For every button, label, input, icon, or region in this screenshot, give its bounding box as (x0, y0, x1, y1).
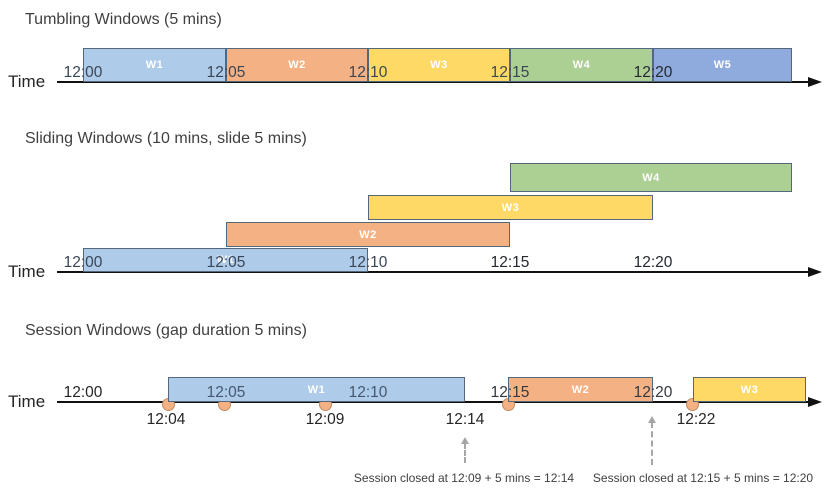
axis-tick-label: 12:05 (206, 384, 246, 401)
axis-tick-label: 12:00 (63, 64, 103, 81)
window-bar-label: W2 (571, 383, 590, 396)
axis-tick-label: 12:20 (633, 64, 673, 81)
event-time-label: 12:04 (146, 411, 186, 428)
window-bar-label: W2 (288, 59, 306, 71)
axis-arrow-right-icon (808, 397, 822, 407)
axis-tick-label: 12:10 (348, 384, 388, 401)
axis-tick-label: 12:15 (490, 64, 530, 81)
window-bar-label: W5 (713, 59, 732, 71)
session-close-annotation: Session closed at 12:15 + 5 mins = 12:20 (592, 471, 814, 485)
arrow-up-icon (461, 437, 469, 444)
time-axis-line (57, 271, 808, 273)
window-bar-label: W4 (642, 171, 660, 184)
window-bar-w4: W4 (510, 163, 792, 192)
axis-tick-label: 12:05 (206, 254, 246, 271)
axis-tick-label: 12:20 (633, 254, 673, 271)
axis-tick-label: 12:20 (633, 384, 673, 401)
session-close-annotation: Session closed at 12:09 + 5 mins = 12:14 (353, 471, 575, 485)
window-bar-label: W3 (740, 383, 759, 396)
axis-tick-label: 12:00 (63, 384, 103, 401)
window-bar-label: W3 (430, 59, 448, 71)
time-axis-label: Time (8, 392, 46, 411)
window-bar-w1: W1 (83, 248, 368, 272)
window-bar-w1: W1 (83, 48, 226, 82)
axis-tick-label: 12:00 (63, 254, 103, 271)
axis-tick-label: 12:10 (348, 254, 388, 271)
time-axis-label: Time (8, 262, 46, 281)
window-bar-w4: W4 (510, 48, 653, 82)
event-time-label: 12:22 (676, 411, 716, 428)
time-axis-line (57, 81, 808, 83)
window-bar-label: W1 (145, 59, 164, 71)
time-axis-label: Time (8, 72, 46, 91)
window-bar-w3: W3 (368, 48, 510, 82)
window-bar-w2: W2 (508, 377, 653, 402)
section-title: Tumbling Windows (5 mins) (25, 11, 222, 28)
window-bar-w5: W5 (653, 48, 792, 82)
time-axis-line (57, 401, 808, 403)
axis-tick-label: 12:15 (490, 384, 530, 401)
axis-tick-label: 12:05 (206, 64, 246, 81)
window-bar-label: W4 (572, 59, 591, 71)
window-bar-label: W1 (216, 254, 235, 266)
session-close-arrow-line (651, 422, 653, 465)
axis-arrow-right-icon (808, 77, 822, 87)
axis-tick-label: 12:15 (490, 254, 530, 271)
axis-arrow-right-icon (808, 267, 822, 277)
window-bar-label: W3 (501, 201, 520, 214)
window-bar-w3: W3 (368, 195, 653, 220)
window-bar-label: W1 (307, 383, 326, 396)
axis-tick-label: 12:10 (348, 64, 388, 81)
window-bar-w2: W2 (226, 222, 510, 247)
window-bar-label: W2 (359, 228, 377, 241)
session-close-arrow-line (464, 443, 466, 463)
section-title: Sliding Windows (10 mins, slide 5 mins) (25, 130, 307, 147)
window-bar-w2: W2 (226, 48, 368, 82)
window-bar-w1: W1 (168, 377, 465, 402)
window-bar-w3: W3 (693, 377, 806, 402)
event-time-label: 12:09 (305, 411, 345, 428)
arrow-up-icon (648, 416, 656, 423)
event-time-label: 12:14 (445, 411, 485, 428)
section-title: Session Windows (gap duration 5 mins) (25, 322, 307, 339)
